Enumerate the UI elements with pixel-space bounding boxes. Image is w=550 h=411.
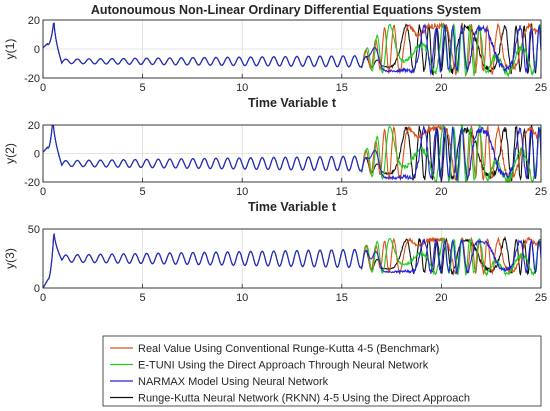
x-axis-label: Time Variable t [248,200,337,214]
y-tick-label: -20 [24,73,40,85]
x-tick-label: 15 [336,82,348,94]
legend: Real Value Using Conventional Runge-Kutt… [102,335,542,407]
x-tick-label: 5 [140,186,146,198]
y-tick-label: 20 [28,15,40,27]
x-tick-label: 15 [336,292,348,304]
x-tick-label: 0 [40,82,46,94]
x-tick-label: 15 [336,186,348,198]
series-line-4 [43,233,541,288]
series-line-3 [43,125,541,181]
axes-box [42,19,542,79]
legend-label-1: Real Value Using Conventional Runge-Kutt… [138,343,439,355]
x-tick-label: 10 [236,186,248,198]
series-line-3 [43,22,541,76]
chart-title: Autonoumous Non-Linear Ordinary Differen… [91,3,481,17]
y-tick-label: 0 [34,283,40,295]
x-tick-label: 10 [236,292,248,304]
x-tick-label: 0 [40,292,46,304]
x-tick-label: 25 [535,186,547,198]
x-axis-label: Time Variable t [248,96,337,110]
x-tick-label: 10 [236,82,248,94]
y-tick-label: -20 [24,177,40,189]
y-axis-label: y(3) [3,248,17,269]
axes-box [42,228,542,289]
y-axis-label: y(1) [3,39,17,60]
x-tick-label: 0 [40,186,46,198]
x-tick-label: 25 [535,82,547,94]
y-tick-label: 20 [28,120,40,132]
panel-y3: 0 5 10 15 20 25 0 50 y(3) [3,224,547,304]
legend-label-4: Runge-Kutta Neural Network (RKNN) 4-5 Us… [138,393,470,405]
x-tick-label: 20 [435,292,447,304]
y-tick-label: 50 [28,224,40,236]
x-tick-label: 25 [535,292,547,304]
series-line-3 [43,233,541,288]
x-tick-label: 5 [140,292,146,304]
axes-box [42,124,542,183]
legend-label-2: E-TUNI Using the Direct Approach Through… [138,360,429,372]
y-tick-label: 0 [34,149,40,161]
y-axis-label: y(2) [3,143,17,164]
x-tick-label: 20 [435,82,447,94]
y-tick-label: 0 [34,44,40,56]
x-tick-label: 20 [435,186,447,198]
x-tick-label: 5 [140,82,146,94]
legend-box [102,335,542,407]
legend-label-3: NARMAX Model Using Neural Network [138,376,329,388]
